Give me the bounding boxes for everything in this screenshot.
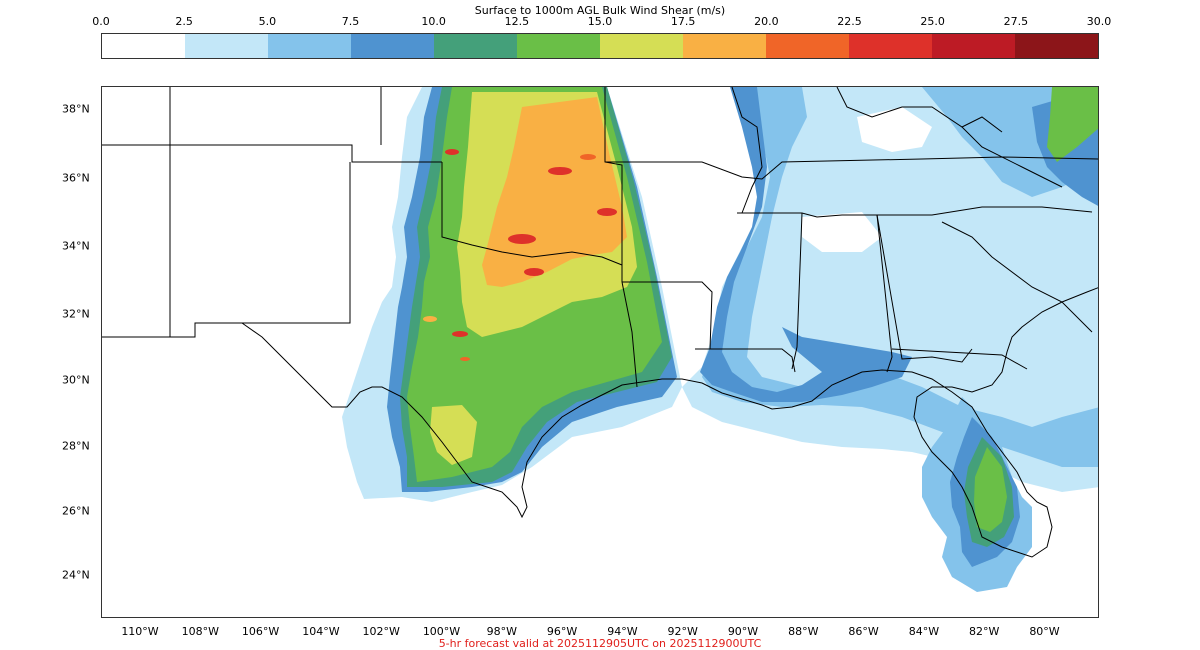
latitude-label: 32°N [62,307,90,321]
forecast-valid-time: 5-hr forecast valid at 2025112905UTC on … [438,637,762,650]
colorbar-segment [600,34,683,58]
colorbar-segment [102,34,185,58]
longitude-label: 106°W [241,625,280,638]
colorbar [101,33,1099,59]
colorbar-tick-label: 20.0 [754,15,779,28]
colorbar-segment [268,34,351,58]
longitude-label: 100°W [422,625,461,638]
colorbar-segment [766,34,849,58]
state-borders [102,87,1098,388]
colorbar-segment [351,34,434,58]
colorbar-segment [517,34,600,58]
longitude-label: 110°W [121,625,159,638]
wind-shear-map [102,87,1098,592]
shear-field-west [342,87,682,502]
colorbar-tick-label: 10.0 [421,15,446,28]
latitude-label: 36°N [62,171,90,185]
colorbar-tick-label: 7.5 [341,15,360,28]
longitude-label: 80°W [1029,625,1060,638]
colorbar-segment [434,34,517,58]
colorbar-tick-label: 22.5 [837,15,862,28]
longitude-label: 90°W [727,625,759,638]
colorbar-title: Surface to 1000m AGL Bulk Wind Shear (m/… [474,4,726,17]
latitude-label: 24°N [62,568,90,582]
longitude-label: 84°W [908,625,940,638]
latitude-label: 30°N [62,373,90,387]
latitude-label: 34°N [62,239,90,253]
colorbar-tick-label: 30.0 [1086,15,1112,28]
colorbar-segment [185,34,268,58]
colorbar-tick-label: 17.5 [670,15,696,28]
longitude-label: 88°W [788,625,819,638]
longitude-label: 98°W [486,625,517,638]
coastline [102,287,1098,558]
colorbar-tick-label: 5.0 [258,15,277,28]
longitude-label: 92°W [667,625,698,638]
colorbar-tick-label: 2.5 [175,15,193,28]
latitude-label: 38°N [62,102,90,116]
map-panel [101,86,1099,618]
longitude-label: 104°W [302,625,340,638]
colorbar-tick-label: 27.5 [1003,15,1029,28]
longitude-label: 108°W [181,625,219,638]
colorbar-tick-label: 15.0 [587,15,613,28]
longitude-label: 86°W [848,625,879,638]
colorbar-segment [683,34,766,58]
latitude-label: 26°N [62,504,90,518]
colorbar-tick-label: 0.0 [92,15,110,28]
longitude-label: 82°W [969,625,1000,638]
colorbar-tick-label: 25.0 [920,15,945,28]
longitude-label: 94°W [607,625,638,638]
colorbar-segment [1015,34,1098,58]
latitude-label: 28°N [62,439,90,453]
colorbar-tick-label: 12.5 [504,15,530,28]
colorbar-segment [849,34,932,58]
longitude-label: 102°W [362,625,400,638]
longitude-label: 96°W [546,625,578,638]
colorbar-segment [932,34,1015,58]
